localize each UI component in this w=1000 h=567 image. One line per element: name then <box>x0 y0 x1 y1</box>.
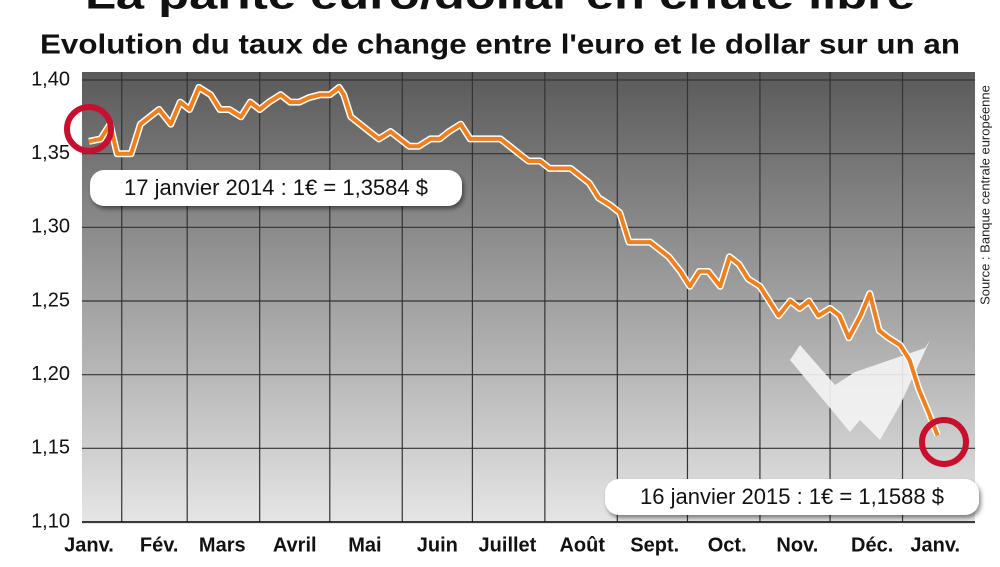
annotation-box <box>90 170 462 206</box>
y-tick-label: 1,10 <box>31 510 70 532</box>
x-tick-label: Déc. <box>851 534 893 556</box>
x-tick-label: Juin <box>417 534 458 556</box>
y-tick-label: 1,15 <box>31 437 70 459</box>
source: Source : Banque centrale européenne <box>977 85 992 305</box>
x-tick-label: Juillet <box>479 534 537 556</box>
trend-arrow <box>790 340 930 440</box>
x-tick-label: Sept. <box>630 534 679 556</box>
x-tick-label: Janv. <box>910 534 960 556</box>
x-tick-label: Oct. <box>708 534 747 556</box>
annotation: 16 janvier 2015 : 1€ = 1,1588 $ <box>640 484 944 509</box>
x-tick-label: Avril <box>273 534 317 556</box>
x-tick-label: Fév. <box>140 534 179 556</box>
y-tick-label: 1,30 <box>31 216 70 238</box>
x-tick-label: Août <box>559 534 605 556</box>
y-tick-label: 1,20 <box>31 363 70 385</box>
y-tick-label: 1,25 <box>31 289 70 311</box>
chart-subtitle: Evolution du taux de change entre l'euro… <box>40 28 960 59</box>
y-tick-label: 1,35 <box>31 142 70 164</box>
x-tick-label: Mars <box>199 534 246 556</box>
chart-title: La parité euro/dollar en chute libre <box>85 0 915 18</box>
start-circle <box>64 104 114 154</box>
x-tick-label: Janv. <box>64 534 114 556</box>
annotation: 17 janvier 2014 : 1€ = 1,3584 $ <box>124 175 428 200</box>
x-tick-label: Mai <box>348 534 381 556</box>
line <box>88 85 940 437</box>
end-circle <box>919 417 969 467</box>
y-tick-label: 1,40 <box>31 68 70 90</box>
x-tick-label: Nov. <box>776 534 818 556</box>
annotation-box <box>605 479 979 515</box>
plot-background <box>82 72 975 524</box>
